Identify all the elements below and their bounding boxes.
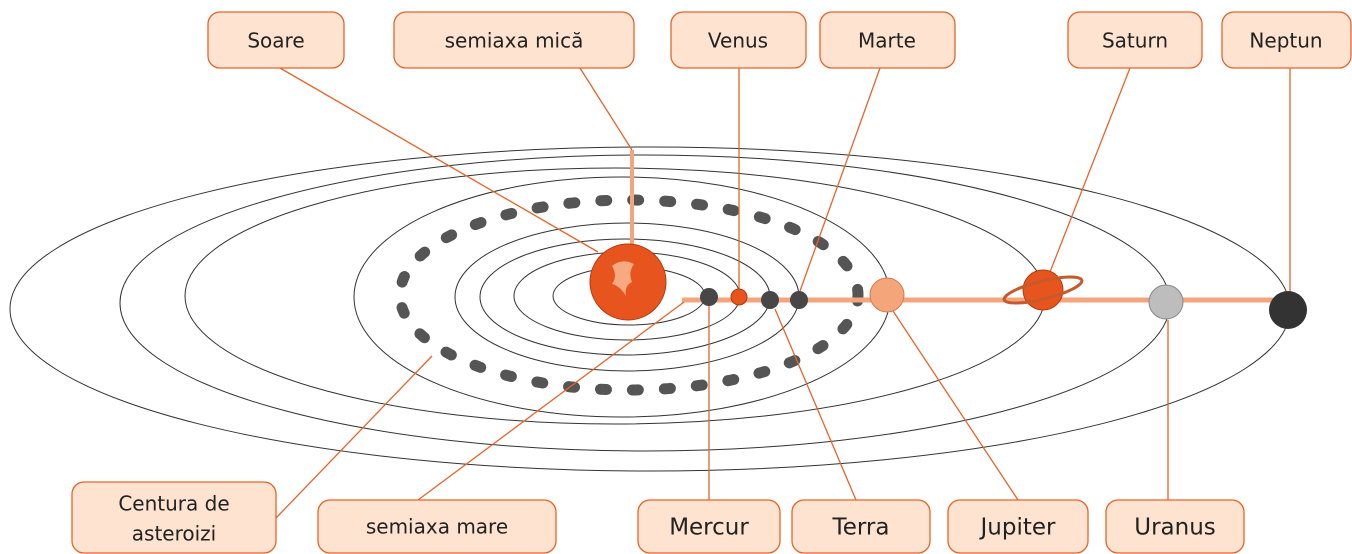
saturn <box>1023 270 1063 310</box>
earth <box>761 291 779 309</box>
leader-line <box>580 68 632 150</box>
mars <box>790 291 808 309</box>
neptune <box>1269 291 1307 329</box>
label: Neptun <box>1249 29 1322 53</box>
label: Terra <box>832 515 890 541</box>
leader-line <box>893 311 1018 500</box>
leaders <box>276 68 1290 518</box>
label: Marte <box>858 29 916 53</box>
label: asteroizi <box>132 522 216 546</box>
leader-line <box>418 302 684 500</box>
leader-line <box>276 356 432 518</box>
mercury <box>700 288 718 306</box>
venus <box>731 289 747 305</box>
leader-line <box>280 68 598 252</box>
labels: Soare semiaxa mică Venus Marte Saturn Ne… <box>72 12 1351 553</box>
jupiter <box>870 278 904 312</box>
solar-system-diagram: Soare semiaxa mică Venus Marte Saturn Ne… <box>0 0 1352 554</box>
label: semiaxa mică <box>445 29 584 53</box>
uranus <box>1149 285 1183 319</box>
label: Uranus <box>1134 515 1216 541</box>
leader-line <box>1050 68 1130 272</box>
label: Saturn <box>1102 29 1168 53</box>
label: Venus <box>708 29 768 53</box>
label: semiaxa mare <box>366 515 508 539</box>
label: Soare <box>247 29 304 53</box>
label: Mercur <box>669 515 749 541</box>
bodies <box>590 244 1307 329</box>
label: Centura de <box>118 492 229 516</box>
label: Jupiter <box>979 515 1057 541</box>
